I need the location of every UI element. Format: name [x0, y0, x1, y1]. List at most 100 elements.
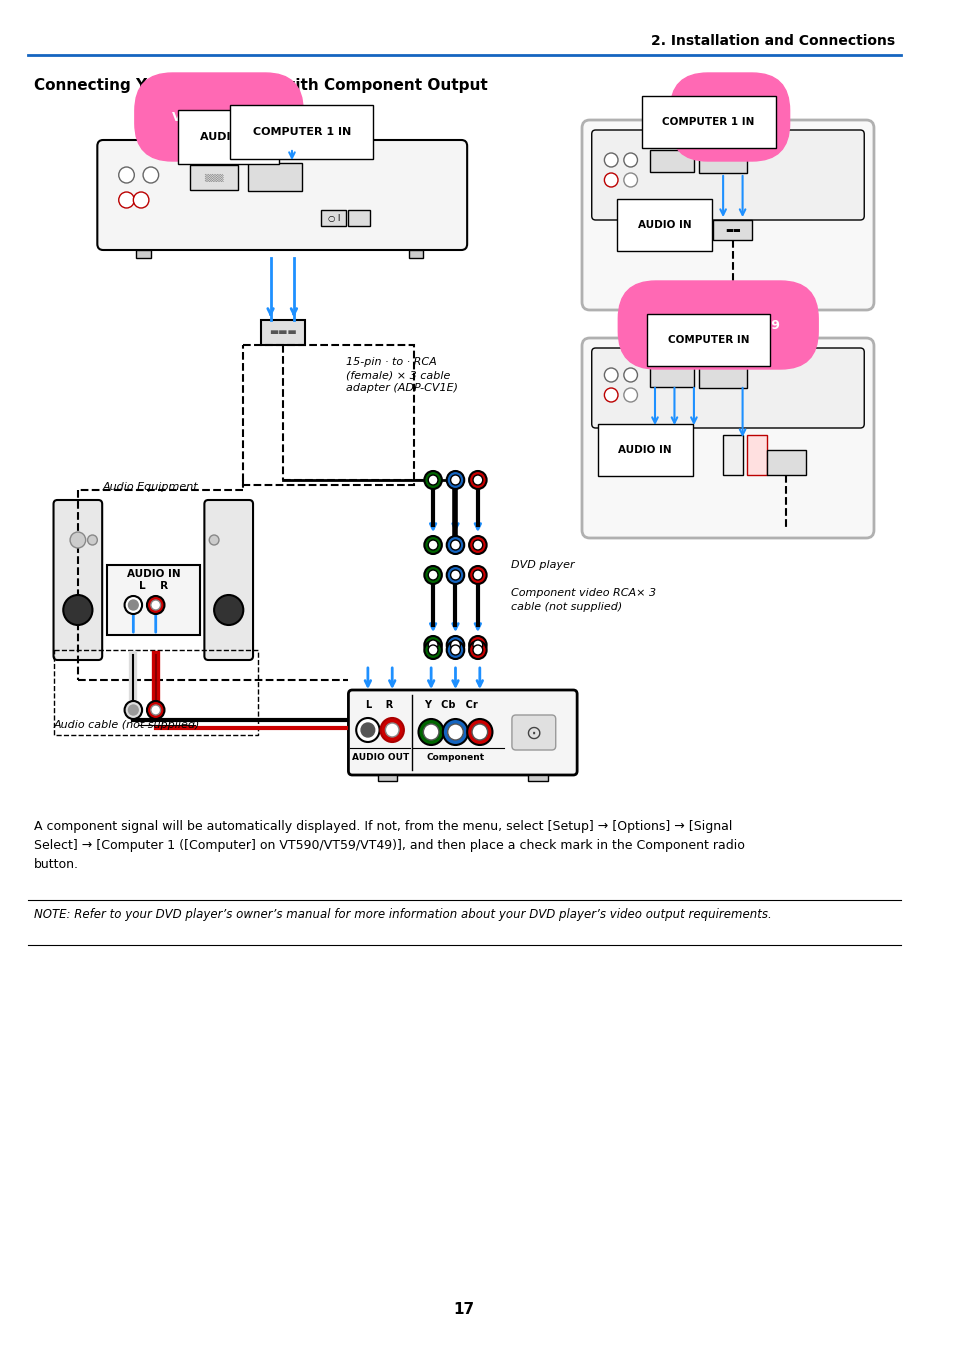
Circle shape [623, 154, 637, 167]
Text: A component signal will be automatically displayed. If not, from the menu, selec: A component signal will be automatically… [34, 820, 744, 871]
Text: Audio Equipment: Audio Equipment [102, 483, 197, 492]
Circle shape [385, 723, 398, 737]
Circle shape [356, 226, 363, 232]
Circle shape [337, 162, 343, 168]
Circle shape [424, 537, 441, 554]
Circle shape [356, 210, 363, 216]
Text: NOTE: Refer to your DVD player’s owner’s manual for more information about your : NOTE: Refer to your DVD player’s owner’s… [34, 909, 771, 921]
Circle shape [328, 162, 334, 168]
Circle shape [450, 541, 460, 550]
Circle shape [467, 718, 492, 745]
Circle shape [623, 388, 637, 402]
Bar [698, 363, 746, 388]
Text: COMPUTER 1 IN: COMPUTER 1 IN [661, 117, 754, 127]
Circle shape [424, 470, 441, 489]
Circle shape [337, 210, 343, 216]
Circle shape [133, 191, 149, 208]
FancyBboxPatch shape [591, 129, 863, 220]
Circle shape [604, 368, 618, 381]
Circle shape [337, 226, 343, 232]
Circle shape [151, 705, 160, 714]
Text: Connecting Your DVD Player with Component Output: Connecting Your DVD Player with Componen… [34, 78, 487, 93]
Circle shape [318, 194, 324, 200]
FancyBboxPatch shape [512, 714, 556, 749]
Circle shape [446, 566, 464, 584]
Circle shape [469, 642, 486, 659]
Circle shape [118, 191, 134, 208]
Circle shape [424, 566, 441, 584]
Circle shape [318, 226, 324, 232]
Circle shape [469, 636, 486, 654]
Bar [348, 210, 370, 226]
Bar [377, 775, 396, 780]
Bar [107, 565, 199, 635]
Circle shape [472, 724, 487, 740]
Text: L    R: L R [366, 700, 393, 710]
Circle shape [129, 705, 138, 714]
Circle shape [473, 640, 482, 650]
Circle shape [125, 596, 142, 613]
Text: ▬▬: ▬▬ [724, 225, 740, 235]
Text: ○ I: ○ I [327, 213, 339, 222]
Circle shape [424, 636, 441, 654]
Circle shape [367, 210, 373, 216]
Circle shape [469, 566, 486, 584]
Circle shape [450, 570, 460, 580]
Circle shape [70, 532, 86, 549]
Text: AUDIO OUT: AUDIO OUT [352, 754, 409, 763]
Bar [53, 650, 257, 735]
Circle shape [367, 162, 373, 168]
Text: Component: Component [426, 754, 484, 763]
Circle shape [473, 644, 482, 655]
Circle shape [446, 537, 464, 554]
Circle shape [209, 535, 219, 545]
Text: VT590/VT59/VT49: VT590/VT59/VT49 [655, 318, 780, 332]
Circle shape [347, 178, 353, 183]
Circle shape [347, 226, 353, 232]
Circle shape [442, 718, 468, 745]
Circle shape [473, 541, 482, 550]
Circle shape [337, 178, 343, 183]
Text: ⊙: ⊙ [524, 724, 541, 743]
Circle shape [376, 178, 382, 183]
Circle shape [356, 162, 363, 168]
Circle shape [623, 368, 637, 381]
Text: ▬▬▬: ▬▬▬ [269, 328, 296, 337]
Circle shape [376, 210, 382, 216]
Circle shape [450, 640, 460, 650]
Circle shape [604, 388, 618, 402]
Circle shape [446, 470, 464, 489]
Bar [722, 435, 741, 474]
Circle shape [428, 474, 437, 485]
Bar [766, 450, 805, 474]
Text: DVD player: DVD player [511, 559, 574, 570]
Text: COMPUTER IN: COMPUTER IN [667, 336, 748, 345]
Circle shape [328, 210, 334, 216]
Circle shape [367, 226, 373, 232]
Text: AUDIO IN: AUDIO IN [618, 445, 671, 456]
Text: VT695/VT595: VT695/VT595 [172, 111, 265, 124]
Circle shape [147, 701, 164, 718]
Circle shape [356, 178, 363, 183]
Circle shape [318, 178, 324, 183]
Circle shape [428, 541, 437, 550]
Text: 2. Installation and Connections: 2. Installation and Connections [651, 34, 895, 49]
Bar [260, 319, 304, 345]
Bar [321, 210, 345, 226]
Bar [713, 220, 752, 240]
Text: 17: 17 [454, 1302, 475, 1317]
Circle shape [308, 226, 314, 232]
Circle shape [360, 723, 375, 737]
Circle shape [129, 600, 138, 611]
Bar [190, 164, 238, 190]
Circle shape [446, 636, 464, 654]
Circle shape [423, 724, 438, 740]
Circle shape [147, 596, 164, 613]
Circle shape [308, 178, 314, 183]
Circle shape [355, 718, 379, 741]
FancyBboxPatch shape [204, 500, 253, 661]
Circle shape [623, 173, 637, 187]
Circle shape [469, 537, 486, 554]
Text: AUDIO IN
L    R: AUDIO IN L R [127, 569, 180, 592]
FancyBboxPatch shape [581, 338, 873, 538]
